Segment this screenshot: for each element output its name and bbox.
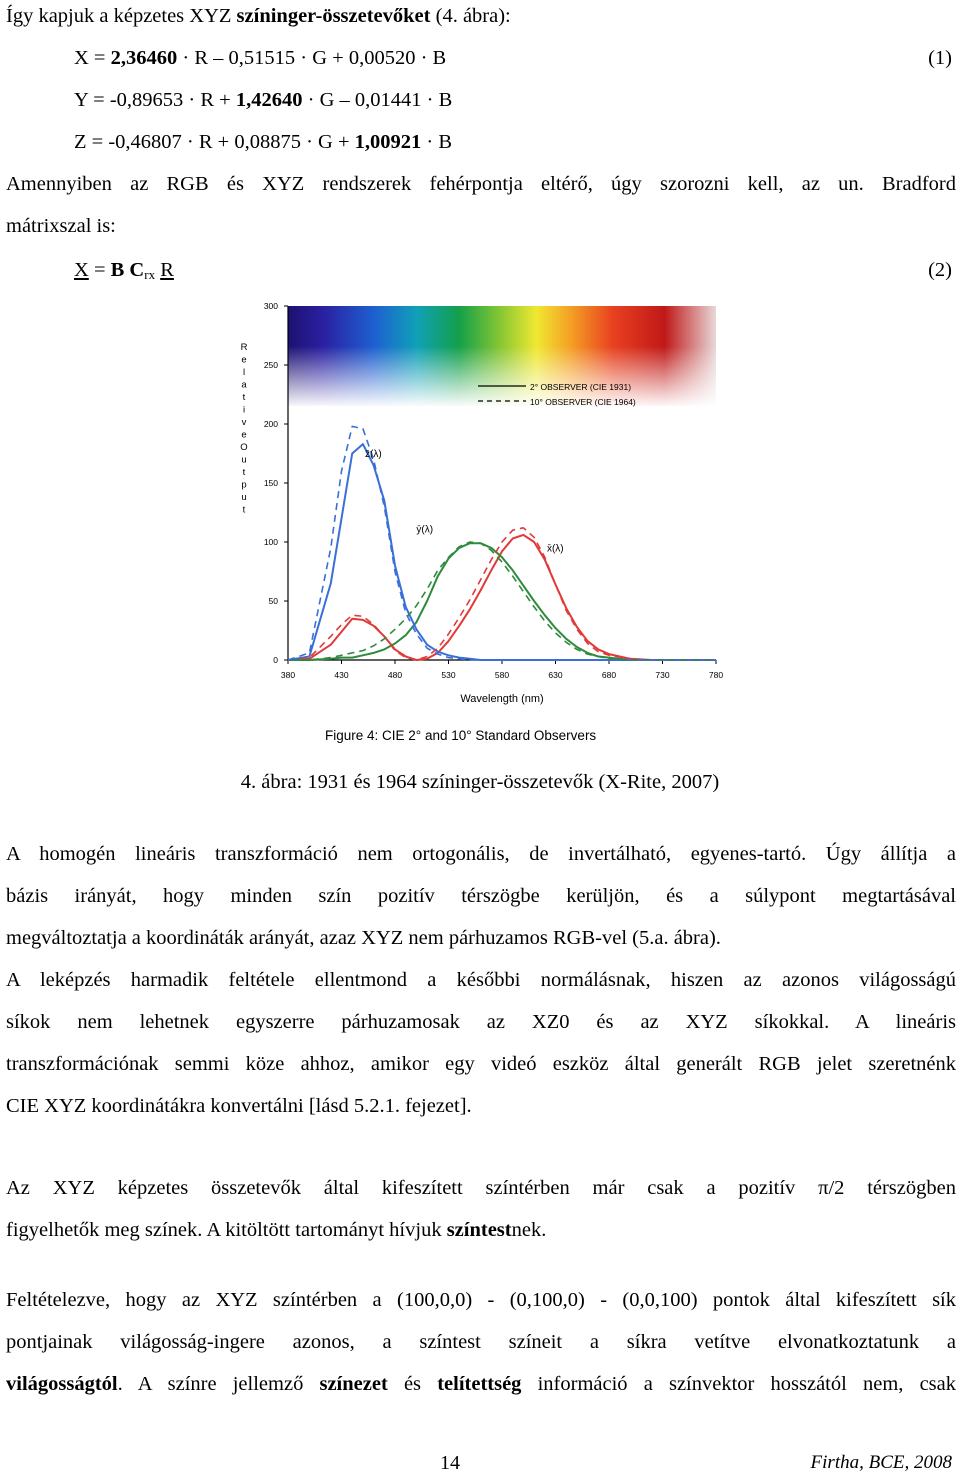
intro-text-post: (4. ábra):: [430, 5, 511, 27]
y-tick-label: 150: [264, 478, 278, 488]
x-tick-label: 680: [602, 670, 616, 680]
paragraph-2-line-2: figyelhetők meg színek. A kitöltött tart…: [6, 1219, 547, 1241]
paragraph-1-line-1: A homogén lineáris transzformáció nem or…: [6, 843, 956, 865]
label-z-curve: z̄(λ): [365, 449, 382, 460]
intro-text: Így kapjuk a képzetes XYZ: [6, 5, 237, 27]
paragraph-1-line-6: transzformációnak semmi köze ahhoz, amik…: [6, 1053, 956, 1075]
series-line-1: [288, 542, 716, 661]
x-tick-label: 580: [495, 670, 509, 680]
series-line-5: [287, 425, 716, 661]
paragraph-1-line-4: A leképzés harmadik feltétele ellentmond…: [6, 969, 956, 991]
x-tick-label: 530: [441, 670, 455, 680]
paragraph-1-line-2: bázis irányát, hogy minden szín pozitív …: [6, 885, 956, 907]
paragraph-1-line-7: CIE XYZ koordinátákra konvertálni [lásd …: [6, 1095, 472, 1117]
y-tick-label: 300: [264, 301, 278, 311]
x-tick-label: 430: [334, 670, 348, 680]
page-number: 14: [440, 1452, 460, 1474]
intro-line: Így kapjuk a képzetes XYZ színinger-össz…: [6, 4, 511, 28]
x-tick-label: 630: [548, 670, 562, 680]
footer-author: Firtha, BCE, 2008: [810, 1452, 952, 1473]
paragraph-1-line-3: megváltoztatja a koordináták arányát, az…: [6, 927, 721, 949]
figure-title: Figure 4: CIE 2° and 10° Standard Observ…: [325, 728, 596, 743]
series-line-3: [287, 527, 716, 661]
paragraph-3-line-3: világosságtól. A színre jellemző színeze…: [6, 1373, 956, 1395]
x-tick-label: 480: [388, 670, 402, 680]
bradford-line-1: Amennyiben az RGB és XYZ rendszerek fehé…: [6, 173, 956, 195]
x-tick-label: 780: [709, 670, 723, 680]
cie-observer-figure: 300 250 200 150 100 50 0 380 430 480 530 580 630 680 7…: [230, 290, 730, 750]
equation-bradford: X = B Crx R: [74, 259, 174, 282]
y-tick-label: 0: [273, 655, 278, 665]
intro-bold: színinger-összetevőket: [236, 5, 431, 27]
legend-dashed-label: 10° OBSERVER (CIE 1964): [530, 397, 636, 407]
x-tick-label: 730: [655, 670, 669, 680]
bradford-line-2: mátrixszal is:: [6, 215, 116, 237]
equation-number-2: (2): [928, 259, 952, 281]
series-line-4: [288, 541, 716, 661]
series-line-0: [287, 533, 716, 661]
equation-x: X = 2,36460 · R – 0,51515 · G + 0,00520 …: [74, 47, 447, 69]
y-tick-label: 50: [269, 596, 279, 606]
equation-z: Z = -0,46807 · R + 0,08875 · G + 1,00921…: [74, 131, 453, 153]
label-x-curve: x̄(λ): [547, 543, 564, 554]
x-axis-label: Wavelength (nm): [460, 693, 543, 705]
legend-solid-label: 2° OBSERVER (CIE 1931): [530, 382, 631, 392]
y-tick-label: 250: [264, 360, 278, 370]
y-tick-label: 100: [264, 537, 278, 547]
equation-y: Y = -0,89653 · R + 1,42640 · G – 0,01441…: [74, 89, 453, 111]
paragraph-2-line-1: Az XYZ képzetes összetevők által kifeszí…: [6, 1177, 956, 1199]
y-tick-label: 200: [264, 419, 278, 429]
figure-caption: 4. ábra: 1931 és 1964 színinger-összetev…: [240, 771, 720, 793]
x-tick-label: 380: [281, 670, 295, 680]
spectrum-fade: [288, 346, 716, 408]
paragraph-3-line-2: pontjainak világosság-ingere azonos, a s…: [6, 1331, 956, 1353]
paragraph-3-line-1: Feltételezve, hogy az XYZ színtérben a (…: [6, 1289, 956, 1311]
paragraph-1-line-5: síkok nem lehetnek egyszerre párhuzamosa…: [6, 1011, 956, 1033]
label-y-curve: ȳ(λ): [416, 525, 433, 536]
equation-number-1: (1): [928, 47, 952, 69]
